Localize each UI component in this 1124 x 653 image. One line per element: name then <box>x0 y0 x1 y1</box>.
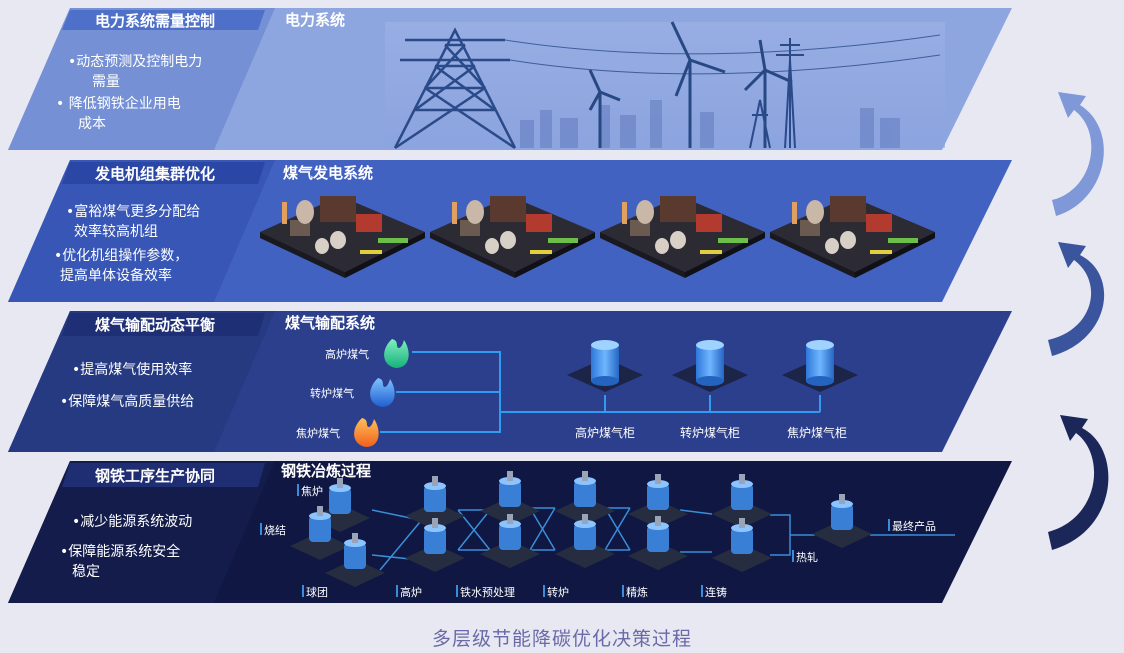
power-plant-icon <box>430 196 595 278</box>
gas-holder-icon <box>567 340 643 392</box>
gas-holders <box>567 340 858 392</box>
layer4-title: 钢铁工序生产协同 <box>95 467 215 485</box>
gas-holder-icon <box>782 340 858 392</box>
layer3-left-panel <box>8 311 275 452</box>
equipment-icon <box>812 494 872 548</box>
layer1-bullet-4: 成本 <box>78 116 106 132</box>
layer1-bullet-1: •动态预测及控制电力 <box>68 54 202 70</box>
equipment-icon <box>555 514 615 568</box>
layer2-title-bg <box>62 162 265 184</box>
gas-label-converter: 转炉煤气 <box>310 386 354 400</box>
figure-caption: 多层级节能降碳优化决策过程 <box>431 628 692 650</box>
curved-arrow-icon <box>1048 242 1105 356</box>
layer2-bullet-4: 提高单体设备效率 <box>60 267 172 284</box>
layer4-bullet-1: •减少能源系统波动 <box>72 514 192 530</box>
layer3-title: 煤气输配动态平衡 <box>95 316 215 334</box>
step-label-refining: 精炼 <box>626 585 648 599</box>
layer-power-system: 电力系统需量控制 •动态预测及控制电力 需量 • 降低钢铁企业用电 成本 电力系… <box>8 8 1012 150</box>
layer4-left-panel <box>8 461 275 603</box>
equipment-icon <box>325 533 385 587</box>
layer-steel-process: 钢铁工序生产协同 •减少能源系统波动 •保障能源系统安全 稳定 钢铁冶炼过程 焦… <box>8 461 1012 603</box>
equipment-icon <box>555 471 615 525</box>
curved-arrow-icon <box>1048 415 1109 550</box>
process-step-labels: 焦炉 烧结 球团 高炉 铁水预处理 转炉 精炼 连铸 热轧 最终产品 <box>260 484 936 599</box>
holder-label-blast-furnace: 高炉煤气柜 <box>575 425 635 440</box>
layer-gas-distribution: 煤气输配动态平衡 •提高煤气使用效率 •保障煤气高质量供给 煤气输配系统 高炉煤… <box>8 311 1012 452</box>
layer3-system-title: 煤气输配系统 <box>285 314 375 332</box>
equipment-icon <box>628 474 688 528</box>
equipment-icon <box>405 476 465 530</box>
feedback-arrows <box>1048 92 1109 550</box>
layer3-bullet-1: •提高煤气使用效率 <box>72 361 192 378</box>
gas-holder-icon <box>672 340 748 392</box>
flame-icon <box>370 378 395 407</box>
step-label-pellet: 球团 <box>306 585 328 599</box>
layer-gas-power-generation: 发电机组集群优化 •富裕煤气更多分配给 效率较高机组 •优化机组操作参数， 提高… <box>8 160 1012 302</box>
equipment-icon <box>712 474 772 528</box>
layer3-title-bg <box>62 313 265 336</box>
step-label-continuous-casting: 连铸 <box>705 585 727 599</box>
layer2-bullet-2: 效率较高机组 <box>74 223 158 240</box>
curved-arrow-icon <box>1052 92 1104 216</box>
power-plant-illustrations <box>260 196 935 278</box>
equipment-icon <box>712 518 772 572</box>
step-label-hot-rolling: 热轧 <box>796 550 818 564</box>
equipment-icon <box>628 516 688 570</box>
layer1-system-title: 电力系统 <box>285 11 345 29</box>
layer4-bullet-2: •保障能源系统安全 <box>60 543 180 560</box>
power-plant-icon <box>770 196 935 278</box>
gas-label-coke-oven: 焦炉煤气 <box>296 426 340 440</box>
holder-label-converter: 转炉煤气柜 <box>680 425 740 440</box>
layer1-bullet-2: 需量 <box>92 74 120 90</box>
power-plant-icon <box>600 196 765 278</box>
power-plant-icon <box>260 196 425 278</box>
step-label-coke-oven: 焦炉 <box>301 485 323 498</box>
layer1-left-panel <box>8 8 275 150</box>
equipment-icon <box>290 506 350 560</box>
step-label-converter: 转炉 <box>547 585 569 599</box>
step-label-hot-metal-pretreatment: 铁水预处理 <box>460 586 515 599</box>
layer1-title-bg <box>62 10 265 30</box>
layer2-system-title: 煤气发电系统 <box>283 164 373 182</box>
layer2-bullet-3: •优化机组操作参数， <box>54 247 188 264</box>
layer2-title: 发电机组集群优化 <box>94 165 215 183</box>
equipment-icon <box>480 471 540 525</box>
layer4-bullet-3: 稳定 <box>72 564 100 580</box>
layer4-system-title: 钢铁冶炼过程 <box>281 462 371 480</box>
gas-label-blast-furnace: 高炉煤气 <box>325 347 369 361</box>
gas-pipeline <box>380 351 821 433</box>
step-label-sintering: 烧结 <box>264 524 286 537</box>
flame-icon <box>384 339 409 368</box>
layer1-title: 电力系统需量控制 <box>95 12 215 30</box>
holder-label-coke-oven: 焦炉煤气柜 <box>787 425 847 440</box>
flame-icon <box>354 418 379 447</box>
layer1-bullet-3: • 降低钢铁企业用电 <box>56 95 181 112</box>
equipment-icon <box>405 518 465 572</box>
layer3-bullet-2: •保障煤气高质量供给 <box>60 393 194 410</box>
step-label-blast-furnace: 高炉 <box>400 585 422 599</box>
process-equipment-icons <box>290 471 872 587</box>
equipment-icon <box>480 514 540 568</box>
power-grid-illustration <box>385 21 945 150</box>
layer2-left-panel <box>8 160 275 302</box>
step-label-final-product: 最终产品 <box>892 519 936 533</box>
layer2-bullet-1: •富裕煤气更多分配给 <box>66 203 200 220</box>
layer4-title-bg <box>62 463 265 487</box>
